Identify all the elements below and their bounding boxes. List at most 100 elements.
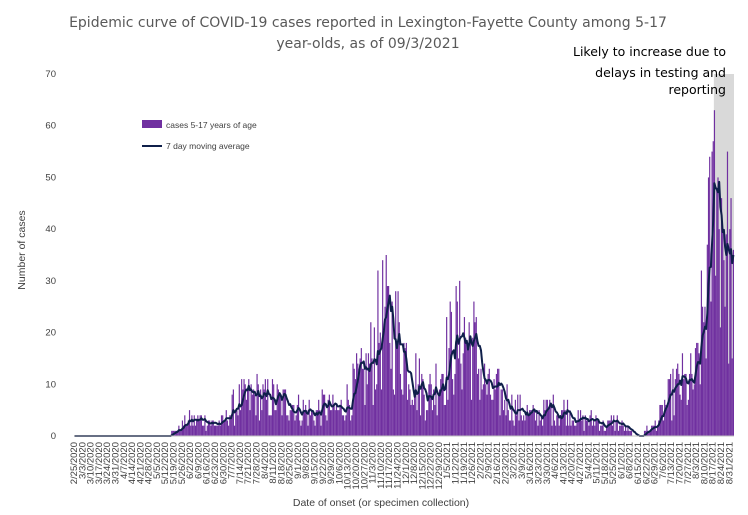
case-bar [523,415,525,436]
x-tick-label: 5/5/2020 [152,442,163,479]
case-bar [610,415,612,436]
case-bar [494,389,496,436]
x-tick-label: 9/29/2020 [326,442,337,484]
x-tick-label: 6/8/2021 [625,442,636,479]
case-bar [403,342,405,436]
case-bar [505,415,507,436]
case-bar [277,389,279,436]
x-tick-label: 8/31/2021 [724,442,735,484]
case-bar [569,410,571,436]
case-bar [225,410,227,436]
case-bar [532,404,534,436]
case-bar [555,425,557,436]
x-tick-label: 3/2/2021 [509,442,520,479]
case-bar [716,187,718,436]
case-bar [416,410,418,436]
case-bar [366,384,368,436]
case-bar [293,404,295,436]
case-bar [514,399,516,436]
case-bar [690,353,692,436]
case-bar [177,430,179,436]
case-bar [466,342,468,436]
y-tick-label: 60 [45,121,56,132]
case-bar [725,234,727,436]
case-bar [534,420,537,436]
x-tick-label: 3/31/2020 [111,442,122,484]
legend-line-label: 7 day moving average [166,141,250,151]
case-bar [712,141,714,436]
case-bar [442,373,444,436]
case-bar [258,420,261,436]
x-tick-label: 11/24/2020 [393,442,404,489]
case-bar [481,389,483,436]
case-bar [587,420,589,436]
case-bar [508,420,511,436]
case-bar [687,399,689,436]
case-bar [728,363,730,436]
case-bar [370,322,372,436]
case-bar [485,384,487,436]
y-tick-label: 30 [45,276,56,287]
case-bar [211,420,213,436]
case-bar [595,415,597,436]
case-bar [596,420,598,436]
case-bar [723,260,725,436]
case-bar [510,420,512,436]
case-bar [691,373,693,436]
case-bar [233,425,236,436]
case-bar [199,415,201,436]
x-tick-label: 7/28/2020 [252,442,263,484]
case-bar [564,410,566,436]
case-bar [438,389,441,436]
case-bar [533,410,535,436]
case-bar [531,410,533,436]
case-bar [574,425,576,436]
case-bar [194,425,197,436]
case-bar [308,399,310,436]
case-bar [286,415,288,436]
chart-title-line-1: Epidemic curve of COVID-19 cases reporte… [69,15,667,31]
case-bar [594,425,596,436]
case-bar [340,399,342,436]
x-tick-label: 12/1/2020 [401,442,412,484]
case-bar [316,410,319,436]
case-bar [616,415,618,436]
case-bar [545,399,547,436]
x-tick-label: 3/3/2020 [77,442,88,479]
case-bar [515,415,518,436]
case-bar [457,358,460,436]
case-bar [472,337,474,436]
case-bar [217,425,219,436]
case-bar [341,415,343,436]
x-tick-label: 1/19/2021 [459,442,470,484]
case-bar [604,430,607,436]
case-bar [283,389,285,436]
case-bar [296,404,298,436]
case-bar [697,342,699,436]
case-bar [603,430,605,436]
x-tick-label: 10/27/2020 [359,442,370,490]
case-bar [601,425,603,436]
case-bar [251,394,253,436]
case-bar [661,404,663,436]
case-bar [326,420,328,436]
case-bar [409,389,411,436]
case-bar [628,430,630,436]
case-bar [470,399,473,436]
case-bar [681,353,684,436]
x-tick-label: 7/14/2020 [235,442,246,484]
x-tick-label: 4/20/2021 [567,442,578,484]
case-bar [372,404,374,436]
x-tick-label: 4/13/2021 [558,442,569,484]
case-bar [672,368,674,436]
case-bar [281,415,283,436]
case-bar [513,425,515,436]
case-bar [732,249,734,436]
case-bar [235,410,237,436]
case-bar [722,229,724,436]
case-bar [433,389,435,436]
case-bar [429,373,431,436]
case-bar [719,327,721,436]
case-bar [243,379,245,436]
case-bar [607,420,609,436]
